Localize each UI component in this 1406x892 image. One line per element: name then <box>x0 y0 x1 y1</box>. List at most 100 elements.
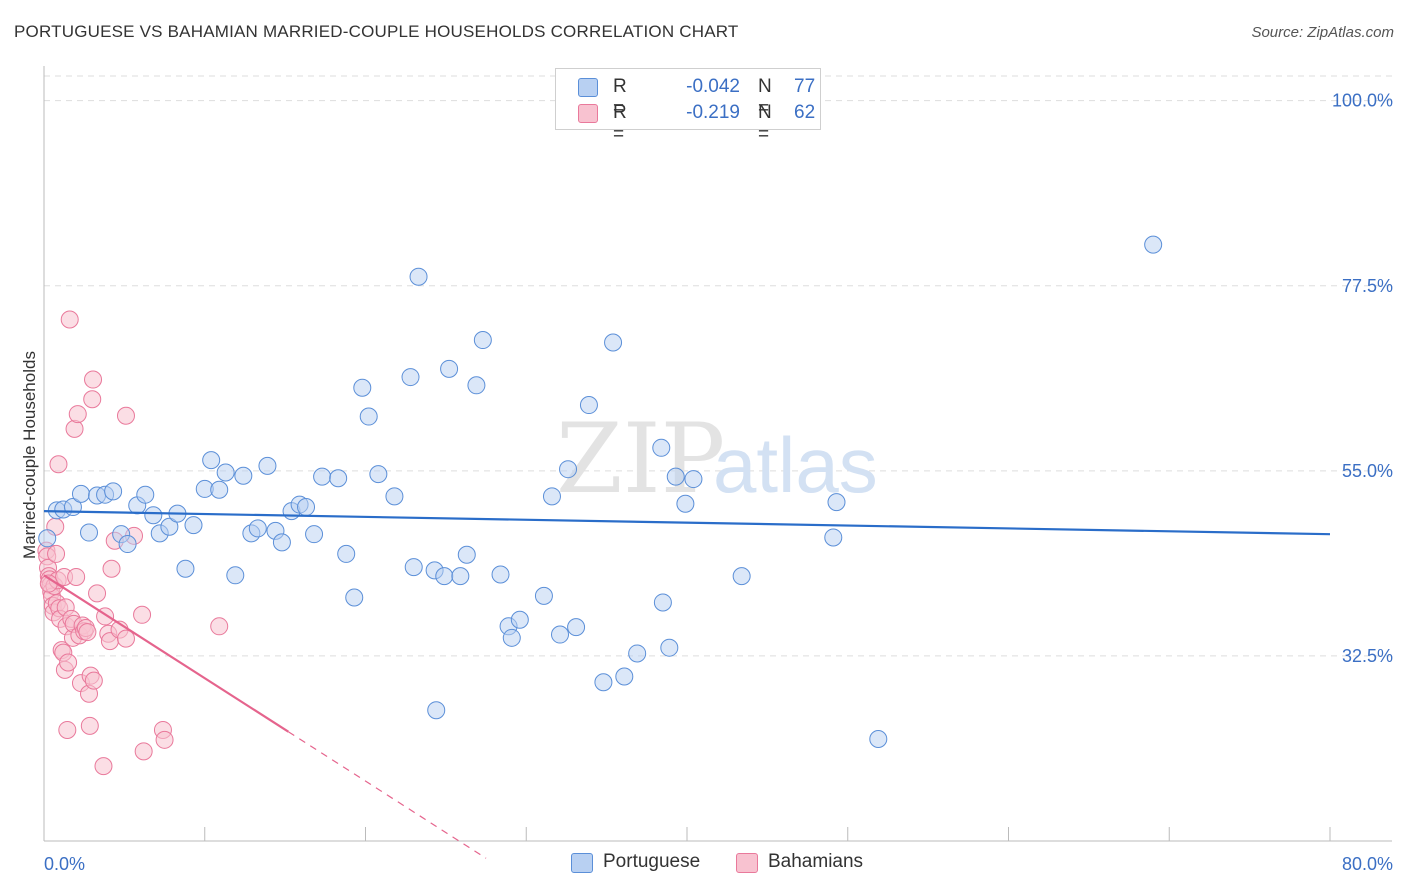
portuguese-point <box>827 493 846 512</box>
bahamians-trend-line <box>43 574 289 733</box>
chart-title: PORTUGUESE VS BAHAMIAN MARRIED-COUPLE HO… <box>14 22 739 41</box>
portuguese-point <box>401 368 420 387</box>
bahamians-point <box>59 653 78 672</box>
watermark: ZIP atlas <box>556 403 878 515</box>
portuguese-point <box>104 482 123 501</box>
watermark-zip: ZIP <box>556 403 725 515</box>
bahamians-point <box>78 623 97 642</box>
portuguese-point <box>202 451 221 470</box>
bahamians-point <box>94 757 113 776</box>
portuguese-point <box>144 506 163 525</box>
portuguese-point <box>176 559 195 578</box>
portuguese-point <box>404 558 423 577</box>
portuguese-point <box>652 438 671 457</box>
bahamians-point <box>58 720 77 739</box>
portuguese-point <box>272 533 291 552</box>
portuguese-point <box>210 480 229 499</box>
portuguese-point <box>359 407 378 426</box>
portuguese-point <box>451 567 470 586</box>
portuguese-point <box>676 494 695 513</box>
axes-layer <box>43 66 1392 842</box>
portuguese-point <box>226 566 245 585</box>
bahamians-swatch <box>578 104 598 123</box>
portuguese-point <box>594 673 613 692</box>
portuguese-point <box>297 498 316 517</box>
bahamians-point <box>134 742 153 761</box>
portuguese-point <box>628 644 647 663</box>
r-value: -0.219 <box>686 102 740 123</box>
tick-labels: 100.0% 77.5% 55.0% 32.5% 0.0% 80.0% <box>44 91 1393 874</box>
portuguese-point <box>502 628 521 647</box>
r-value: -0.042 <box>686 76 740 97</box>
portuguese-point <box>604 333 623 352</box>
portuguese-point <box>184 516 203 535</box>
portuguese-point <box>510 610 529 629</box>
trend-lines <box>43 510 1331 859</box>
portuguese-point <box>385 487 404 506</box>
bahamians-legend-swatch <box>736 853 758 873</box>
watermark-atlas: atlas <box>713 421 878 509</box>
portuguese-point <box>258 456 277 475</box>
portuguese-point <box>369 465 388 484</box>
bahamians-point <box>155 730 174 749</box>
portuguese-point <box>542 487 561 506</box>
bahamians-point <box>88 584 107 603</box>
correlation-legend: R = -0.042 N = 77 R = -0.219 N = 62 <box>555 68 821 145</box>
portuguese-point <box>160 517 179 536</box>
r-label: R = <box>613 102 627 145</box>
portuguese-point <box>216 463 235 482</box>
bahamians-point <box>60 310 79 329</box>
portuguese-point <box>345 588 364 607</box>
bahamians-point <box>67 567 86 586</box>
portuguese-point <box>567 618 586 637</box>
portuguese-point <box>660 638 679 657</box>
portuguese-point <box>329 469 348 488</box>
bahamians-point <box>84 370 103 389</box>
portuguese-point <box>824 528 843 547</box>
portuguese-point <box>435 567 454 586</box>
portuguese-point <box>457 545 476 564</box>
portuguese-point <box>869 730 888 748</box>
portuguese-point <box>313 467 332 486</box>
portuguese-legend-label: Portuguese <box>603 851 701 872</box>
portuguese-point <box>473 331 492 350</box>
portuguese-point <box>248 519 267 538</box>
n-value: 62 <box>794 102 816 123</box>
y-tick-label: 100.0% <box>1332 91 1393 111</box>
portuguese-point <box>559 460 578 479</box>
portuguese-point <box>1144 235 1163 254</box>
portuguese-points <box>38 235 1163 748</box>
portuguese-point <box>684 470 703 489</box>
portuguese-point <box>732 567 751 586</box>
portuguese-point <box>80 523 99 542</box>
bahamians-points <box>37 310 229 776</box>
portuguese-point <box>440 359 459 378</box>
y-axis-label: Married-couple Households <box>20 351 39 559</box>
bahamians-point <box>68 405 87 424</box>
bahamians-point <box>84 671 103 690</box>
bahamians-point <box>210 617 229 636</box>
portuguese-point <box>337 544 356 563</box>
y-tick-label: 55.0% <box>1342 461 1393 481</box>
portuguese-point <box>467 376 486 395</box>
portuguese-point <box>491 565 510 584</box>
portuguese-point <box>136 485 155 504</box>
grid-layer <box>44 75 1392 657</box>
portuguese-point <box>118 535 137 554</box>
n-value: 77 <box>794 76 816 97</box>
bahamians-point <box>133 605 152 624</box>
y-tick-label: 32.5% <box>1342 646 1393 666</box>
portuguese-point <box>615 667 634 686</box>
n-label: N = <box>758 102 772 145</box>
portuguese-swatch <box>578 78 598 97</box>
bahamians-trend-extension <box>288 731 487 859</box>
portuguese-legend-swatch <box>571 853 593 873</box>
n-label: N = <box>758 76 772 119</box>
portuguese-point <box>409 267 428 286</box>
x-tick-label-min: 0.0% <box>44 854 85 874</box>
bahamians-legend-label: Bahamians <box>768 851 864 872</box>
portuguese-point <box>653 593 672 612</box>
bahamians-point <box>47 544 66 563</box>
bahamians-point <box>116 629 135 648</box>
